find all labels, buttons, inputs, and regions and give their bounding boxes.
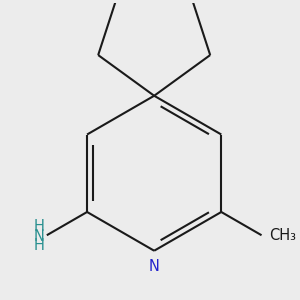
Text: CH₃: CH₃ xyxy=(269,228,296,243)
Text: H: H xyxy=(34,238,44,253)
Text: N: N xyxy=(34,229,44,244)
Text: H: H xyxy=(34,219,44,234)
Text: N: N xyxy=(149,259,160,274)
